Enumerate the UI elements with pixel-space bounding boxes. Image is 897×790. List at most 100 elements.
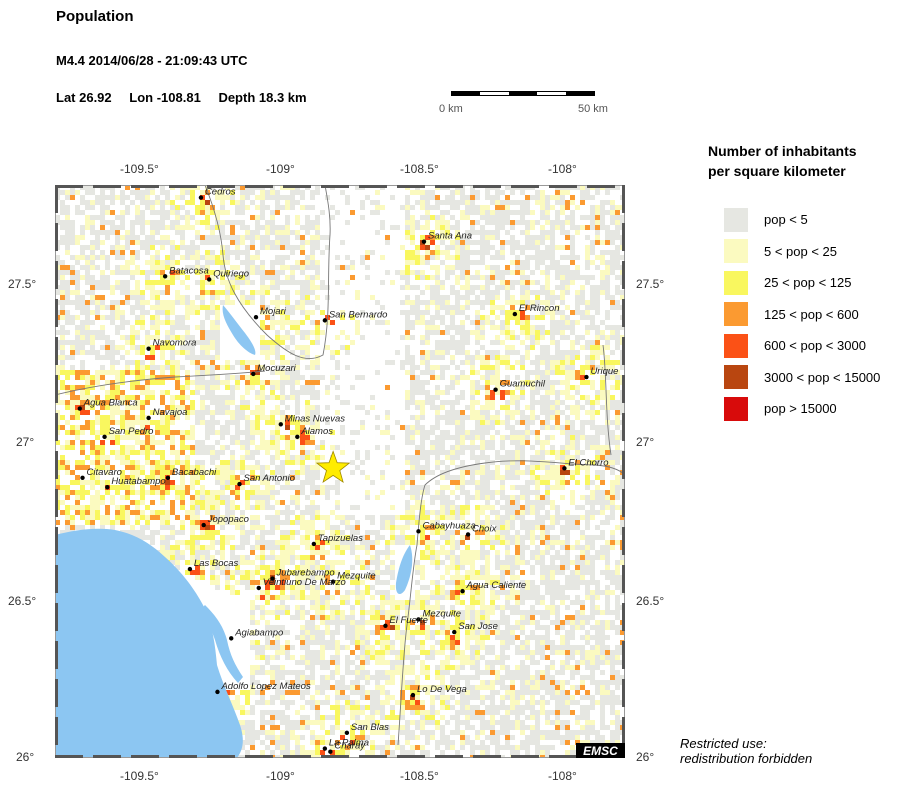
city-marker: Urique <box>584 366 618 380</box>
legend-label: 3000 < pop < 15000 <box>764 369 881 385</box>
coastal-inlet <box>200 605 243 683</box>
lat-tick-left: 27° <box>16 435 35 449</box>
sea-of-cortez <box>55 528 243 758</box>
city-label: Navajoa <box>153 407 188 418</box>
city-dot <box>330 579 336 584</box>
city-label: San Jose <box>458 621 498 632</box>
legend-title: Number of inhabitants per square kilomet… <box>708 141 893 181</box>
event-info: M4.4 2014/06/28 - 21:09:43 UTC <box>56 53 248 68</box>
city-marker: San Pedro <box>102 426 153 440</box>
legend-swatch <box>724 207 748 232</box>
restricted-line1: Restricted use: <box>680 736 767 751</box>
city-label: Santa Ana <box>428 231 472 242</box>
city-label: Choix <box>472 523 498 534</box>
legend-label: 25 < pop < 125 <box>764 275 852 290</box>
lon-tick-bottom: -108° <box>548 769 577 783</box>
city-marker: Navomora <box>146 338 196 351</box>
city-dot <box>465 532 471 537</box>
city-dot <box>251 371 256 377</box>
depth-text: Depth 18.3 km <box>218 90 307 105</box>
lon-tick-bottom: -109.5° <box>120 769 159 783</box>
city-dot <box>256 585 261 591</box>
city-label: El Fuerte <box>389 615 428 626</box>
city-marker: Lo De Vega <box>410 684 467 698</box>
city-marker: Mojari <box>253 306 287 320</box>
city-label: Tapizuelas <box>318 533 363 544</box>
city-dot <box>562 466 567 471</box>
city-label: San Bernardo <box>329 309 388 320</box>
city-label: Agiabampo <box>234 627 283 638</box>
city-label: Huatabampo <box>111 476 165 487</box>
location-info: Lat 26.92 Lon -108.81 Depth 18.3 km <box>56 90 321 105</box>
city-marker: Huatabampo <box>105 476 166 490</box>
city-dot <box>416 529 421 534</box>
city-label: San Blas <box>351 722 389 733</box>
city-marker: Quiriego <box>207 268 249 282</box>
city-dot <box>311 541 317 547</box>
legend-swatch <box>724 270 748 295</box>
lon-tick-top: -108° <box>548 162 577 176</box>
city-dot <box>201 522 206 528</box>
city-dot <box>460 588 465 594</box>
scale-end-label: 50 km <box>578 103 608 115</box>
city-marker: El Fuerte <box>383 615 428 628</box>
legend-item: 125 < pop < 600 <box>724 302 859 327</box>
city-dot <box>295 434 300 440</box>
population-map[interactable]: Cedros Santa Ana Batacosa Quiriego Mojari San… <box>55 185 625 758</box>
city-label: Citavaro <box>87 467 122 478</box>
city-label: Mezquite <box>337 571 376 582</box>
city-marker: Alamos <box>295 426 333 440</box>
city-dot <box>102 434 107 440</box>
city-marker: Veintiuno De Marzo <box>256 577 346 591</box>
legend-label: 5 < pop < 25 <box>764 243 838 259</box>
legend-item: 600 < pop < 3000 <box>724 333 866 358</box>
water-bodies <box>55 305 413 758</box>
city-marker: Mezquite <box>416 608 461 622</box>
lon-tick-top: -109.5° <box>120 162 159 176</box>
city-dot <box>328 749 333 754</box>
city-marker: Citavaro <box>80 467 122 480</box>
city-marker: San Blas <box>344 722 389 736</box>
city-label: Adolfo Lopez Mateos <box>220 681 311 692</box>
legend-swatch <box>724 396 748 421</box>
city-dot <box>198 195 204 200</box>
city-label: Mezquite <box>422 608 461 619</box>
city-dot <box>253 315 259 320</box>
city-dot <box>105 485 110 490</box>
city-label: Quiriego <box>213 268 249 279</box>
city-label: Jubarebampo <box>276 568 335 579</box>
epicenter-star <box>315 450 351 484</box>
legend-item: pop < 5 <box>724 207 808 232</box>
city-label: Lo De Vega <box>417 684 467 695</box>
city-label: Cedros <box>205 187 236 198</box>
city-label: San Antonio <box>243 473 294 484</box>
city-markers: Cedros Santa Ana Batacosa Quiriego Mojari San… <box>77 187 618 754</box>
city-dot <box>187 566 193 572</box>
city-marker: Mocuzari <box>251 363 297 377</box>
scale-start-label: 0 km <box>439 103 463 115</box>
city-dot <box>344 730 350 736</box>
city-marker: Navajoa <box>146 407 188 421</box>
city-label: Veintiuno De Marzo <box>263 577 346 588</box>
city-marker: Las Bocas <box>187 558 239 572</box>
legend-item: pop > 15000 <box>724 396 837 421</box>
legend-item: 3000 < pop < 15000 <box>724 365 880 390</box>
lat-tick-right: 26.5° <box>636 594 665 608</box>
city-dot <box>410 692 416 698</box>
city-marker: Agua Blanca <box>77 398 138 411</box>
city-dot <box>278 422 283 427</box>
population-density-layer <box>55 185 625 758</box>
legend-item: 5 < pop < 25 <box>724 239 837 264</box>
city-marker: Mezquite <box>330 571 376 584</box>
restricted-notice: Restricted use: redistribution forbidden <box>680 736 812 766</box>
legend-label: pop < 5 <box>764 212 808 227</box>
city-dot <box>237 481 242 487</box>
city-marker: El Chorro <box>562 457 609 471</box>
city-dot <box>493 387 498 392</box>
lon-tick-top: -108.5° <box>400 162 439 176</box>
map-title: Population <box>56 8 134 25</box>
legend-swatch <box>724 333 748 358</box>
city-dot <box>77 406 82 411</box>
legend-swatch <box>724 302 748 326</box>
restricted-line2: redistribution forbidden <box>680 751 813 766</box>
